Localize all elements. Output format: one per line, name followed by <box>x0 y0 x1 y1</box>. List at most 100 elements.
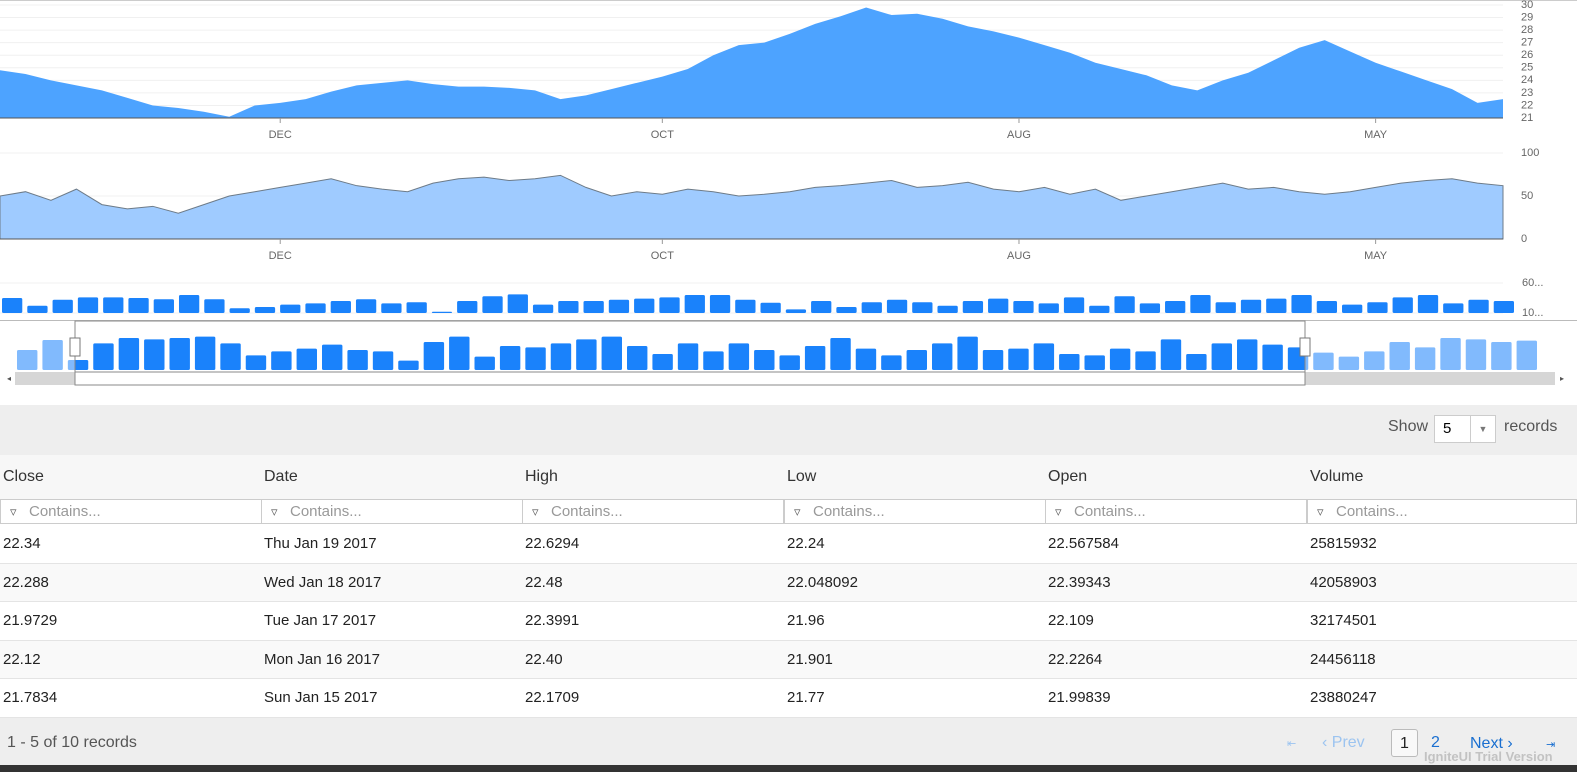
y-tick-label: 50 <box>1521 190 1533 202</box>
bar <box>1443 303 1464 313</box>
filter-input[interactable]: Contains... <box>1307 499 1577 524</box>
next-button[interactable]: Next › <box>1470 735 1513 752</box>
page-2[interactable]: 2 <box>1431 734 1440 751</box>
scroll-left[interactable]: ◂ <box>7 374 11 383</box>
bar <box>1186 354 1207 370</box>
grid-cell: 22.1709 <box>525 689 580 707</box>
bar <box>254 307 276 313</box>
bar <box>1215 302 1236 313</box>
bar <box>153 299 174 313</box>
zoom-outside-right <box>1305 321 1577 371</box>
header-row <box>0 455 1577 499</box>
bar <box>576 339 597 370</box>
next-label: Next <box>1470 735 1503 752</box>
column-header[interactable]: Close <box>3 468 44 485</box>
grid-cell: 21.7834 <box>3 689 58 707</box>
column-header[interactable]: Volume <box>1310 468 1364 485</box>
bar <box>583 301 604 313</box>
bar <box>525 347 546 370</box>
zoom-handle[interactable] <box>1299 337 1311 357</box>
bar <box>27 305 48 313</box>
zoom-handle[interactable] <box>69 337 81 357</box>
grid-cell: 22.24 <box>787 535 825 552</box>
bar <box>1059 354 1080 370</box>
bar <box>982 350 1004 370</box>
bar <box>229 308 250 313</box>
column-header[interactable]: High <box>525 468 558 485</box>
grid-cell: 22.2264 <box>1048 650 1103 668</box>
bar <box>601 336 622 370</box>
page-size-select[interactable]: 5 ▼ <box>1434 415 1496 443</box>
bar <box>760 302 781 313</box>
bar <box>169 338 190 370</box>
y-tick-label: 30 <box>1521 0 1533 11</box>
y-tick-label: 26 <box>1521 49 1533 61</box>
bar <box>296 348 317 370</box>
x-tick-label: MAY <box>1364 250 1388 262</box>
grid-cell: 22.6294 <box>525 535 580 552</box>
last-page[interactable]: ⇥ <box>1546 739 1556 751</box>
bar <box>703 351 724 370</box>
bar <box>431 311 453 313</box>
bar <box>728 343 750 370</box>
bar <box>423 342 445 370</box>
records-label: records <box>1504 418 1558 435</box>
bar <box>1392 297 1413 313</box>
prev-label: Prev <box>1331 734 1365 751</box>
bar <box>245 355 267 370</box>
grid-cell: 21.99839 <box>1048 689 1111 707</box>
x-tick-label: OCT <box>651 129 675 141</box>
bar <box>1013 301 1034 313</box>
bar <box>754 350 775 370</box>
bar <box>608 299 630 313</box>
column-header[interactable]: Open <box>1048 468 1088 485</box>
bar <box>381 303 402 313</box>
column-header[interactable]: Date <box>264 468 298 485</box>
grid-cell: 22.48 <box>525 573 563 591</box>
grid-cell: 25815932 <box>1310 535 1377 552</box>
zoom-outside-left <box>0 321 75 371</box>
bar <box>474 356 495 370</box>
filter-input[interactable]: Contains... <box>261 499 523 524</box>
grid-row[interactable] <box>0 640 1577 680</box>
filter-input[interactable]: Contains... <box>0 499 262 524</box>
bar <box>1516 340 1537 370</box>
first-page[interactable]: ⇤ <box>1287 738 1297 750</box>
footer <box>0 718 1577 765</box>
bar <box>280 304 301 313</box>
bar <box>804 346 826 370</box>
grid-cell: 32174501 <box>1310 612 1377 630</box>
bar <box>355 299 377 313</box>
grid-row[interactable] <box>0 602 1577 641</box>
y-tick-label: 100 <box>1521 147 1539 159</box>
zoom-thumb[interactable] <box>74 371 1306 386</box>
scroll-right[interactable]: ▸ <box>1560 374 1564 383</box>
page-1[interactable]: 1 <box>1391 729 1418 757</box>
bar <box>67 360 89 370</box>
filter-input[interactable]: Contains... <box>784 499 1046 524</box>
bar <box>128 298 149 313</box>
grid-row[interactable] <box>0 679 1577 718</box>
bar <box>1414 347 1436 370</box>
x-tick-label: MAY <box>1364 129 1388 141</box>
dropdown-arrow[interactable]: ▼ <box>1470 416 1495 442</box>
filter-input[interactable]: Contains... <box>1045 499 1307 524</box>
bar <box>1190 295 1211 313</box>
bar <box>1367 302 1388 313</box>
grid-row[interactable] <box>0 525 1577 564</box>
bar <box>988 298 1009 313</box>
bar <box>1240 299 1262 313</box>
bar <box>1389 342 1410 370</box>
bar <box>194 336 216 370</box>
column-header[interactable]: Low <box>787 468 817 485</box>
filter-input[interactable]: Contains... <box>522 499 784 524</box>
bar <box>1440 338 1461 370</box>
grid-row[interactable] <box>0 563 1577 603</box>
watermark: IgniteUI Trial Version <box>1424 749 1553 764</box>
bar <box>634 298 655 313</box>
bar <box>220 343 241 370</box>
prev-button[interactable]: ‹ Prev <box>1322 734 1365 751</box>
y-tick-label: 60... <box>1522 277 1543 289</box>
bar <box>735 299 756 313</box>
